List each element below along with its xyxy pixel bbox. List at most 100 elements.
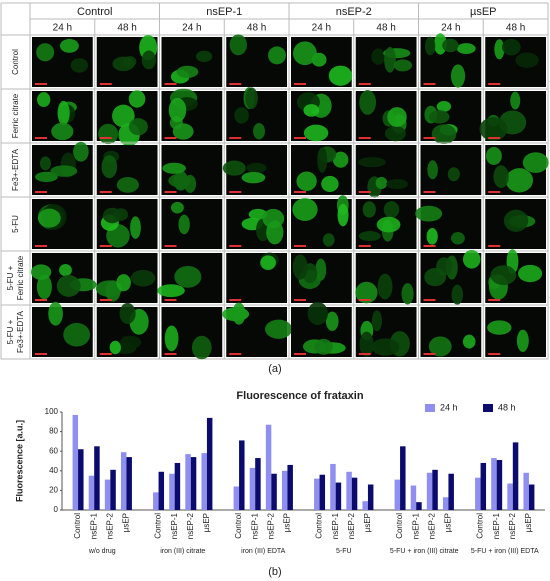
- bar: [416, 502, 422, 510]
- cell: [501, 38, 521, 56]
- cell: [116, 176, 139, 193]
- bar: [255, 458, 261, 510]
- cell: [384, 46, 396, 73]
- cell: [462, 334, 476, 349]
- cell: [307, 301, 328, 325]
- cell: [371, 310, 383, 332]
- bar: [72, 414, 79, 510]
- y-tick-label: 0: [54, 505, 59, 514]
- cell: [386, 178, 409, 190]
- time-header: 24 h: [53, 23, 72, 34]
- micrograph: [96, 199, 158, 249]
- cell: [303, 124, 329, 142]
- cell: [265, 319, 293, 339]
- cell: [50, 165, 78, 177]
- cell: [490, 265, 517, 286]
- bar: [330, 463, 336, 510]
- cell: [456, 43, 476, 54]
- cell: [130, 216, 141, 239]
- cell: [266, 220, 284, 245]
- x-tick-label: nsEP-1: [492, 512, 501, 539]
- micrograph: [479, 91, 546, 141]
- bar: [507, 483, 513, 510]
- micrograph: [485, 145, 549, 195]
- cell: [433, 33, 447, 55]
- micrograph: [161, 145, 223, 195]
- micrograph: [420, 33, 482, 88]
- bar: [528, 484, 535, 510]
- micrograph: [226, 252, 287, 303]
- cell: [317, 147, 328, 173]
- bar: [475, 477, 481, 510]
- micrograph-bg: [161, 37, 223, 87]
- bar: [158, 471, 165, 510]
- cell: [176, 65, 199, 78]
- row-label-line: 5-FU +: [6, 319, 15, 344]
- cell: [36, 274, 52, 300]
- y-tick-label: 20: [49, 486, 58, 495]
- micrograph: [291, 253, 352, 303]
- bar: [512, 442, 519, 510]
- cell: [371, 48, 386, 65]
- micrograph-bg: [161, 199, 223, 249]
- cell: [362, 201, 376, 218]
- x-tick-label: µsEP: [363, 513, 372, 532]
- group-header: nsEP-2: [336, 6, 372, 18]
- micrograph: [485, 37, 546, 87]
- micrograph: [95, 253, 158, 303]
- cell: [325, 311, 339, 331]
- cell: [387, 107, 407, 127]
- cell: [322, 233, 335, 247]
- cell: [57, 100, 70, 126]
- micrograph: [96, 145, 158, 195]
- micrograph: [355, 145, 417, 198]
- time-header: 24 h: [441, 23, 460, 34]
- time-header: 48 h: [506, 23, 525, 34]
- bar: [367, 484, 374, 510]
- cell: [191, 335, 212, 360]
- x-tick-label: Control: [395, 513, 404, 539]
- bar: [400, 446, 406, 510]
- cell: [314, 338, 333, 355]
- row-label-line: Control: [11, 49, 20, 75]
- bar: [153, 492, 159, 510]
- micrograph: [355, 89, 417, 142]
- cell: [70, 58, 89, 73]
- micrograph: [226, 34, 287, 87]
- bar: [233, 486, 240, 510]
- cell: [260, 255, 276, 270]
- x-tick-label: nsEP-2: [266, 512, 275, 539]
- cell: [168, 174, 191, 188]
- cell: [428, 336, 452, 357]
- micrograph: [420, 91, 482, 145]
- micrograph: [226, 87, 287, 141]
- row-label: 5-FU: [11, 215, 20, 233]
- time-header: 24 h: [182, 23, 201, 34]
- cell: [119, 302, 136, 325]
- micrograph: [355, 37, 417, 87]
- cell: [321, 175, 339, 193]
- cell: [170, 201, 184, 214]
- y-axis-label: Fluorescence [a.u.]: [14, 420, 24, 502]
- bar: [206, 417, 213, 510]
- cell: [51, 122, 74, 141]
- bar: [480, 462, 487, 510]
- x-tick-label: nsEP-1: [250, 512, 259, 539]
- cell: [450, 64, 466, 88]
- cell: [292, 198, 318, 222]
- cell: [516, 329, 529, 352]
- row-label: 5-FU +Ferric citrate: [6, 255, 25, 300]
- x-tick-label: nsEP-1: [411, 512, 420, 539]
- cell: [128, 90, 146, 108]
- cell: [427, 160, 438, 180]
- y-tick-label: 80: [49, 427, 58, 436]
- cell: [503, 209, 529, 232]
- x-tick-label: µsEP: [202, 513, 211, 532]
- micrograph: [32, 199, 93, 249]
- bar: [88, 475, 95, 510]
- x-tick-label: nsEP-2: [105, 512, 114, 539]
- cell: [337, 203, 349, 227]
- bar: [104, 479, 111, 510]
- row-label-line: 5-FU: [11, 215, 20, 233]
- row-label-line: 5-FU +: [6, 265, 15, 290]
